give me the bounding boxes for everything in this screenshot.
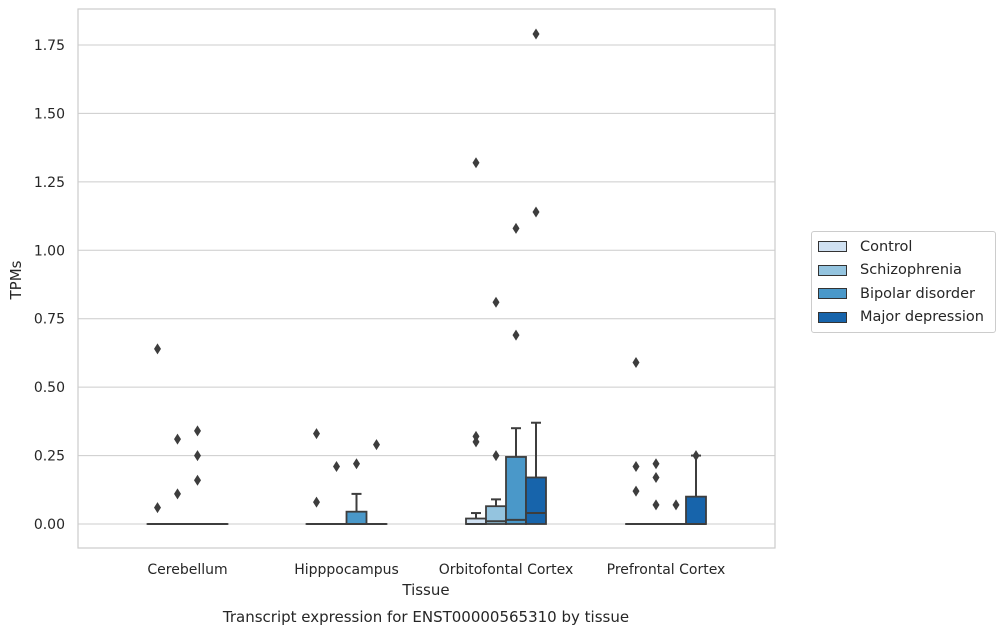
box-bipolar-disorder bbox=[345, 458, 368, 525]
legend-label: Schizophrenia bbox=[860, 262, 962, 279]
outlier-point bbox=[632, 461, 640, 473]
x-axis-label: Tissue bbox=[401, 581, 449, 599]
box-bipolar-disorder bbox=[505, 222, 527, 525]
legend-label: Major depression bbox=[860, 309, 984, 326]
box-control bbox=[305, 428, 328, 525]
outlier-point bbox=[492, 296, 500, 308]
outlier-point bbox=[194, 425, 201, 437]
y-tick-label: 0.75 bbox=[34, 312, 65, 328]
legend-swatch bbox=[818, 241, 847, 253]
outlier-point bbox=[154, 502, 161, 514]
box-major-depression bbox=[365, 439, 388, 525]
outlier-point bbox=[472, 157, 480, 169]
y-tick-label: 1.75 bbox=[34, 38, 65, 54]
outlier-point bbox=[174, 488, 181, 500]
legend-item: Major depression bbox=[812, 306, 995, 330]
outlier-point bbox=[512, 329, 520, 341]
y-tick-label: 0.25 bbox=[34, 449, 65, 465]
y-tick-label: 0.00 bbox=[34, 517, 65, 533]
grid-lines bbox=[78, 44, 775, 525]
legend-swatch bbox=[818, 288, 847, 300]
box-control bbox=[465, 157, 487, 525]
outlier-point bbox=[333, 461, 340, 473]
outlier-point bbox=[532, 28, 540, 40]
outlier-point bbox=[154, 343, 161, 355]
outlier-point bbox=[472, 430, 480, 442]
chart-title: Transcript expression for ENST0000056531… bbox=[222, 608, 629, 626]
legend: Control Schizophrenia Bipolar disorder Majo… bbox=[811, 231, 996, 333]
box-major-depression bbox=[525, 28, 547, 525]
axes-frame bbox=[77, 8, 776, 549]
box-bipolar-disorder bbox=[186, 425, 209, 525]
outlier-point bbox=[652, 471, 660, 483]
outlier-point bbox=[652, 458, 660, 470]
box-schizophrenia bbox=[485, 296, 507, 525]
outlier-point bbox=[194, 474, 201, 486]
outlier-point bbox=[373, 439, 380, 451]
y-tick-label: 1.50 bbox=[34, 106, 65, 122]
x-tick-label: Prefrontal Cortex bbox=[607, 562, 726, 578]
y-tick-label: 0.50 bbox=[34, 380, 65, 396]
box-control bbox=[146, 343, 169, 525]
boxes bbox=[146, 28, 707, 525]
y-tick-label: 1.00 bbox=[34, 243, 65, 259]
legend-swatch bbox=[818, 311, 847, 323]
legend-label: Control bbox=[860, 238, 913, 255]
outlier-point bbox=[652, 499, 660, 511]
outlier-point bbox=[174, 433, 181, 445]
box-schizophrenia bbox=[325, 461, 348, 525]
outlier-point bbox=[492, 450, 500, 462]
x-tick-labels: Cerebellum Hipppocampus Orbitofontal Corte… bbox=[147, 562, 725, 578]
outlier-point bbox=[313, 496, 320, 508]
outlier-point bbox=[692, 450, 700, 462]
legend-swatch bbox=[818, 264, 847, 276]
y-axis-label: TPMs bbox=[7, 260, 25, 300]
box bbox=[525, 476, 547, 525]
box-major-depression bbox=[685, 450, 707, 525]
x-tick-label: Cerebellum bbox=[147, 562, 227, 578]
legend-item: Control bbox=[812, 235, 995, 259]
x-tick-label: Hipppocampus bbox=[294, 562, 399, 578]
outlier-point bbox=[512, 222, 520, 234]
outlier-point bbox=[532, 206, 540, 218]
y-tick-labels: 0.00 0.25 0.50 0.75 1.00 1.25 1.50 1.75 bbox=[34, 38, 65, 533]
box-schizophrenia bbox=[645, 458, 667, 525]
outlier-point bbox=[672, 499, 680, 511]
box-bipolar-disorder bbox=[665, 499, 687, 525]
box-schizophrenia bbox=[166, 433, 189, 525]
outlier-point bbox=[313, 428, 320, 440]
outlier-point bbox=[194, 450, 201, 462]
outlier-point bbox=[353, 458, 360, 470]
x-tick-label: Orbitofontal Cortex bbox=[439, 562, 574, 578]
legend-item: Bipolar disorder bbox=[812, 282, 995, 306]
box bbox=[505, 456, 527, 525]
box bbox=[685, 495, 707, 525]
outlier-point bbox=[632, 485, 640, 497]
y-tick-label: 1.25 bbox=[34, 175, 65, 191]
legend-item: Schizophrenia bbox=[812, 259, 995, 283]
box bbox=[345, 510, 368, 525]
box-control bbox=[625, 357, 647, 525]
legend-label: Bipolar disorder bbox=[860, 285, 975, 302]
plot-border bbox=[77, 8, 776, 549]
outlier-point bbox=[632, 357, 640, 369]
